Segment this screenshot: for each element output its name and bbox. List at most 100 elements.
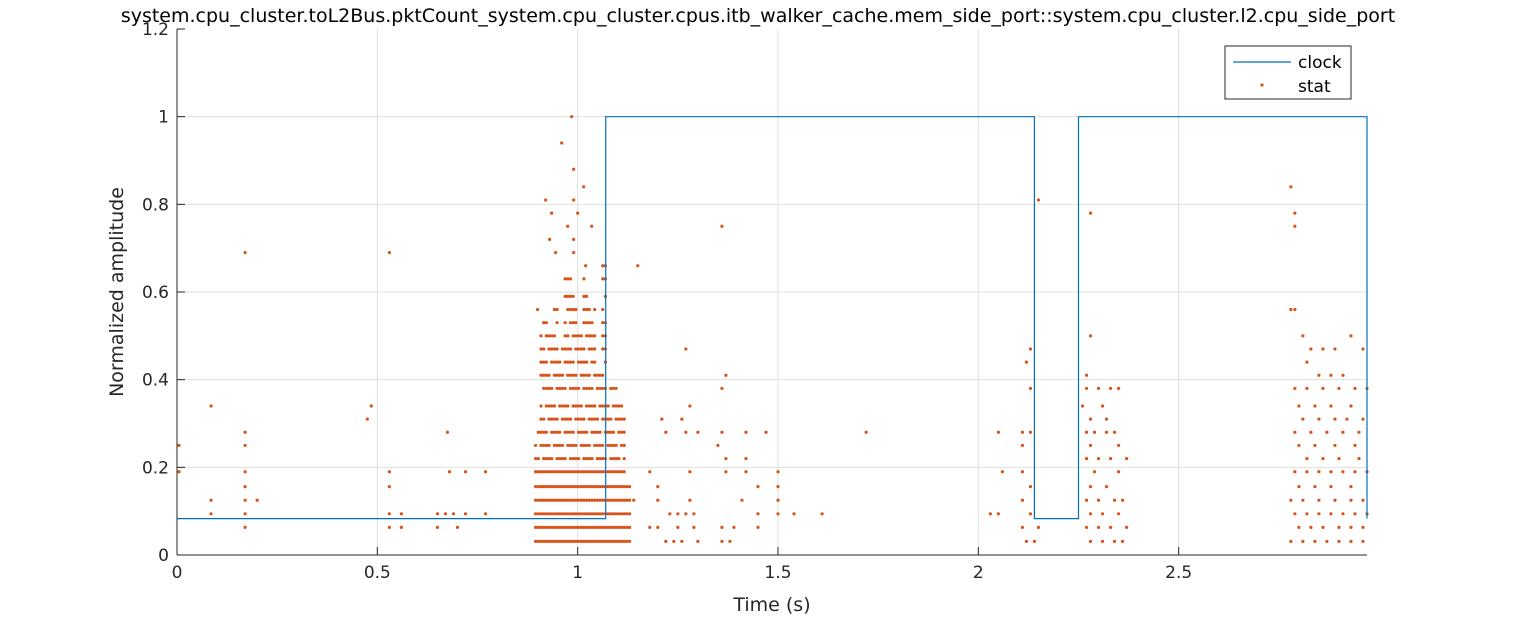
stat-point — [1297, 525, 1301, 529]
stat-point — [587, 485, 591, 489]
stat-point — [555, 512, 559, 516]
stat-point — [1116, 386, 1121, 391]
stat-point — [598, 443, 602, 448]
stat-point — [622, 417, 626, 421]
stat-point — [611, 539, 616, 544]
stat-point — [595, 525, 599, 529]
stat-point — [622, 443, 626, 448]
stat-point — [611, 512, 616, 516]
stat-point — [574, 443, 578, 448]
stat-point — [1020, 470, 1025, 474]
stat-point — [593, 360, 597, 364]
stat-point — [576, 360, 581, 364]
stat-point — [563, 404, 567, 408]
stat-point — [1301, 498, 1305, 502]
stat-point — [571, 386, 575, 391]
stat-point — [684, 430, 688, 434]
stat-point — [1353, 512, 1357, 516]
stat-point — [558, 512, 562, 516]
stat-point — [1305, 470, 1309, 474]
stat-point — [574, 456, 578, 461]
stat-point — [593, 334, 597, 338]
stat-point — [571, 498, 575, 502]
stat-point — [547, 417, 551, 421]
stat-point — [1297, 404, 1301, 408]
stat-point — [582, 321, 586, 325]
stat-point — [558, 430, 562, 434]
stat-point — [1112, 498, 1117, 502]
stat-point — [598, 456, 602, 461]
stat-point — [570, 115, 574, 119]
stat-point — [625, 512, 629, 516]
stat-point — [1088, 211, 1093, 215]
stat-point — [571, 360, 575, 364]
stat-point — [720, 525, 724, 529]
stat-point — [636, 264, 640, 268]
stat-point — [1020, 443, 1025, 448]
stat-point — [627, 539, 632, 544]
stat-point — [622, 512, 626, 516]
stat-point — [1108, 456, 1113, 461]
stat-point — [587, 470, 591, 474]
stat-point — [576, 430, 581, 434]
stat-point — [547, 347, 551, 351]
stat-point — [593, 539, 597, 544]
stat-point — [534, 539, 538, 544]
stat-point — [1088, 334, 1093, 338]
x-tick-label: 2.5 — [1165, 563, 1192, 583]
stat-point — [619, 430, 624, 434]
stat-point — [552, 334, 556, 338]
stat-point — [1317, 417, 1321, 421]
stat-point — [614, 485, 618, 489]
stat-point — [451, 512, 456, 516]
stat-point — [568, 277, 573, 281]
stat-point — [625, 525, 629, 529]
stat-point — [585, 307, 589, 312]
stat-point — [568, 525, 573, 529]
stat-point — [724, 373, 728, 377]
stat-point — [435, 512, 440, 516]
stat-point — [1289, 539, 1293, 544]
stat-point — [463, 512, 468, 516]
stat-point — [558, 443, 562, 448]
stat-point — [560, 498, 565, 502]
stat-point — [1317, 498, 1321, 502]
stat-point — [568, 498, 573, 502]
stat-point — [1028, 512, 1033, 516]
stat-point — [606, 430, 610, 434]
stat-point — [1329, 373, 1333, 377]
stat-point — [593, 307, 597, 312]
stat-point — [547, 512, 551, 516]
stat-point — [617, 498, 621, 502]
stat-point — [1329, 485, 1333, 489]
stat-point — [555, 373, 559, 377]
stat-point — [555, 525, 559, 529]
series-layer — [177, 115, 1369, 544]
stat-point — [563, 512, 567, 516]
stat-point — [1337, 386, 1341, 391]
stat-point — [558, 386, 562, 391]
stat-point — [544, 198, 548, 202]
stat-point — [609, 470, 613, 474]
stat-point — [574, 347, 578, 351]
stat-point — [595, 539, 599, 544]
stat-point — [574, 386, 578, 391]
stat-point — [622, 456, 626, 461]
stat-point — [560, 539, 565, 544]
stat-point — [1305, 360, 1309, 364]
stat-point — [555, 456, 559, 461]
stat-point — [590, 525, 594, 529]
stat-point — [590, 386, 594, 391]
stat-point — [688, 470, 692, 474]
stat-point — [619, 485, 624, 489]
stat-point — [609, 386, 613, 391]
stat-point — [445, 430, 450, 434]
stat-point — [585, 360, 589, 364]
stat-point — [585, 294, 589, 298]
stat-point — [568, 539, 573, 544]
stat-point — [566, 347, 570, 351]
stat-point — [590, 334, 594, 338]
stat-point — [585, 430, 589, 434]
stat-point — [1349, 498, 1353, 502]
stat-point — [593, 498, 597, 502]
